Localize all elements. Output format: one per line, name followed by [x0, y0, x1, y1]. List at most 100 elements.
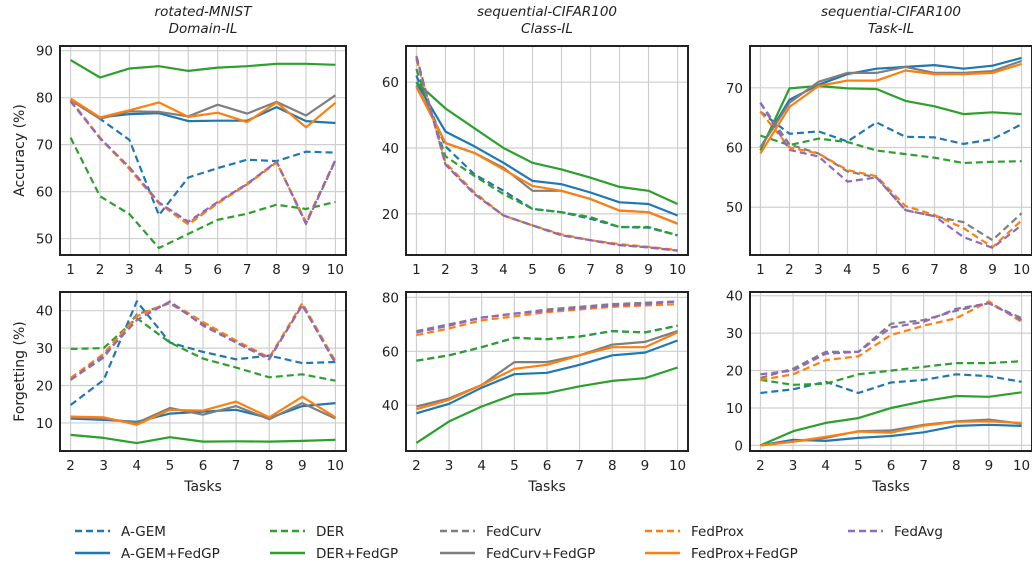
- legend-label: A-GEM: [121, 524, 166, 540]
- y-axis-label: Accuracy (%): [12, 104, 28, 197]
- grid: [60, 46, 346, 255]
- x-tick-label: 9: [985, 458, 994, 474]
- series-line-fedavg: [416, 300, 678, 334]
- grid: [406, 292, 688, 451]
- series-line-a-gem: [760, 373, 1022, 395]
- series-line-fedavg: [415, 57, 678, 252]
- y-tick-label: 40: [36, 304, 53, 320]
- legend-item: A-GEM+FedGP: [75, 546, 220, 562]
- legend-item: FedAvg: [848, 524, 943, 540]
- y-tick-label: 30: [36, 341, 53, 357]
- series-line-a-gem: [759, 110, 1023, 145]
- series-line-der: [415, 68, 678, 237]
- legend-label: FedCurv+FedGP: [486, 546, 595, 562]
- x-tick-label: 5: [854, 458, 863, 474]
- x-tick-label: 8: [272, 262, 281, 278]
- y-tick-label: 70: [36, 138, 53, 154]
- panel-subtitle: Task-IL: [868, 21, 914, 37]
- legend-item: FedProx: [645, 524, 744, 540]
- series-line-der: [760, 134, 1022, 165]
- panel-6: 2 3 4 5 6 7 8 9 10 0 10 20 30 40 Tasks: [726, 289, 1032, 495]
- x-tick-label: 5: [528, 262, 537, 278]
- x-tick-label: 6: [199, 458, 208, 474]
- x-tick-label: 8: [265, 458, 274, 474]
- series-line-fedcurv-fedgp: [70, 94, 337, 120]
- x-tick-label: 4: [155, 262, 164, 278]
- plot-frame: [405, 45, 689, 256]
- y-tick-label: 20: [36, 379, 53, 395]
- series-line-a-gem: [69, 300, 336, 406]
- y-tick-label: 10: [726, 401, 743, 417]
- plot-frame: [59, 291, 347, 452]
- legend: A-GEM A-GEM+FedGP DER DER+FedGP FedCurv FedCu…: [75, 524, 943, 562]
- legend-item: A-GEM: [75, 524, 166, 540]
- y-tick-label: 90: [36, 44, 53, 60]
- series-line-fedprox-fedgp: [70, 395, 336, 426]
- y-tick-label: 80: [382, 290, 399, 306]
- series-line-fedcurv: [415, 55, 678, 252]
- legend-item: DER: [270, 524, 344, 540]
- y-tick-label: 60: [726, 141, 743, 157]
- x-tick-label: 1: [66, 262, 75, 278]
- x-tick-label: 1: [412, 262, 421, 278]
- legend-label: FedCurv: [486, 524, 541, 540]
- x-axis-label: Tasks: [871, 479, 910, 495]
- panel-title: sequential-CIFAR100: [477, 4, 617, 20]
- series-line-fedavg: [760, 302, 1023, 376]
- series-line-der-fedgp: [70, 59, 336, 79]
- x-tick-label: 7: [586, 262, 595, 278]
- panel-title: sequential-CIFAR100: [821, 4, 961, 20]
- x-tick-label: 2: [66, 458, 75, 474]
- y-tick-label: 50: [726, 200, 743, 216]
- series-line-der-fedgp: [415, 366, 678, 444]
- series-line-der-fedgp: [415, 81, 679, 206]
- panel-title: rotated-MNIST: [155, 4, 254, 20]
- x-axis-label: Tasks: [527, 479, 566, 495]
- y-tick-label: 50: [36, 232, 53, 248]
- x-tick-label: 1: [756, 262, 765, 278]
- x-tick-label: 7: [930, 262, 939, 278]
- series-line-fedprox-fedgp: [760, 420, 1022, 447]
- x-tick-label: 3: [814, 262, 823, 278]
- x-tick-label: 7: [243, 262, 252, 278]
- series-line-fedprox-fedgp: [415, 86, 679, 225]
- x-tick-label: 3: [99, 458, 108, 474]
- series-group: [415, 300, 679, 444]
- x-tick-label: 2: [756, 458, 765, 474]
- series-line-fedprox-fedgp: [416, 331, 679, 411]
- x-tick-label: 7: [919, 458, 928, 474]
- panel-subtitle: Class-IL: [521, 21, 573, 37]
- x-tick-label: 9: [298, 458, 307, 474]
- y-tick-label: 20: [382, 207, 399, 223]
- legend-label: FedProx+FedGP: [691, 546, 798, 562]
- series-line-a-gem-fedgp: [416, 339, 678, 415]
- panel-1: 1 2 3 4 5 6 7 8 9 10 50 60 70 80 90 rotated-MNISTDomain…: [12, 4, 347, 278]
- y-tick-label: 40: [382, 398, 399, 414]
- x-tick-label: 3: [445, 458, 454, 474]
- x-tick-label: 2: [785, 262, 794, 278]
- x-tick-label: 3: [470, 262, 479, 278]
- series-line-fedavg: [69, 300, 337, 381]
- series-line-der-fedgp: [759, 84, 1022, 151]
- legend-item: FedProx+FedGP: [645, 546, 798, 562]
- series-line-der: [416, 324, 678, 362]
- series-line-a-gem: [70, 99, 336, 217]
- series-line-fedavg: [69, 100, 337, 225]
- y-tick-label: 60: [382, 344, 399, 360]
- x-tick-label: 7: [575, 458, 584, 474]
- x-tick-label: 4: [477, 458, 486, 474]
- x-tick-label: 6: [887, 458, 896, 474]
- grid: [750, 292, 1032, 451]
- series-line-der-fedgp: [759, 391, 1022, 447]
- plot-frame: [749, 291, 1032, 452]
- x-tick-label: 2: [441, 262, 450, 278]
- series-line-fedcurv-fedgp: [759, 59, 1022, 149]
- x-tick-label: 3: [789, 458, 798, 474]
- y-tick-label: 0: [734, 438, 743, 454]
- series-line-fedprox: [760, 300, 1023, 381]
- legend-item: DER+FedGP: [270, 546, 398, 562]
- x-tick-label: 4: [843, 262, 852, 278]
- panel-2: 1 2 3 4 5 6 7 8 9 10 20 40 60 sequential-CIFAR100Clas…: [382, 4, 689, 278]
- legend-label: DER: [316, 524, 344, 540]
